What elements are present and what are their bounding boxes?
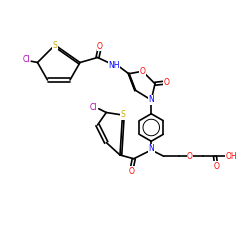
Text: O: O (163, 78, 169, 87)
Text: O: O (140, 67, 145, 76)
Text: O: O (97, 42, 103, 51)
Text: O: O (187, 152, 193, 161)
Text: S: S (53, 40, 58, 50)
Text: NH: NH (108, 60, 120, 70)
Text: N: N (148, 144, 154, 153)
Text: OH: OH (226, 152, 237, 161)
Text: Cl: Cl (90, 103, 98, 112)
Text: N: N (148, 96, 154, 104)
Text: O: O (213, 162, 219, 171)
Text: S: S (120, 110, 125, 120)
Text: O: O (128, 167, 134, 176)
Text: Cl: Cl (22, 56, 30, 64)
